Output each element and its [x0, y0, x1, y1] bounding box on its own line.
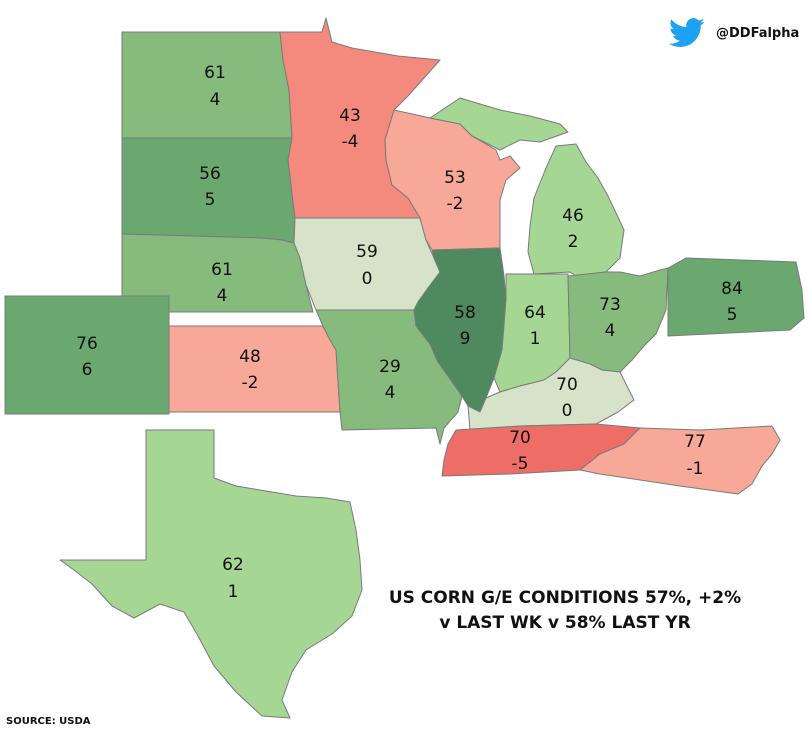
ia-change: 0 [362, 269, 373, 289]
mi-value: 46 [562, 206, 584, 226]
mo-value: 29 [379, 357, 401, 377]
state-ky: 70 0 [467, 357, 635, 431]
mo-change: 4 [385, 383, 396, 403]
ne-value: 61 [211, 260, 233, 280]
mn-value: 43 [339, 106, 361, 126]
state-sd: 56 5 [121, 137, 296, 244]
oh-value: 73 [599, 295, 621, 315]
ne-change: 4 [217, 286, 228, 306]
ks-change: -2 [242, 373, 259, 393]
state-mo: 29 4 [315, 309, 463, 445]
co-value: 76 [76, 334, 98, 354]
headline-line2: v LAST WK v 58% LAST YR [439, 613, 691, 633]
tn-value: 70 [509, 428, 531, 448]
co-change: 6 [82, 360, 93, 380]
ky-value: 70 [556, 375, 578, 395]
state-wi: 53 -2 [384, 109, 521, 251]
mi-change: 2 [568, 232, 579, 252]
source-label: SOURCE: USDA [6, 716, 91, 727]
wi-change: -2 [447, 194, 464, 214]
tx-change: 1 [228, 582, 239, 602]
nd-value: 61 [204, 63, 226, 83]
pa-value: 84 [721, 279, 743, 299]
headline-line1: US CORN G/E CONDITIONS 57%, +2% [388, 588, 742, 608]
ia-value: 59 [356, 242, 378, 262]
tx-value: 62 [222, 555, 244, 575]
state-tn: 70 -5 [441, 423, 641, 477]
state-ks: 48 -2 [168, 325, 341, 413]
state-nd: 61 4 [121, 31, 293, 139]
sd-change: 5 [205, 190, 216, 210]
sd-value: 56 [199, 164, 221, 184]
state-in: 64 1 [493, 273, 571, 393]
state-nc: 77 -1 [579, 425, 781, 495]
twitter-handle: @DDFalpha [716, 26, 800, 41]
nc-value: 77 [684, 432, 706, 452]
headline: US CORN G/E CONDITIONS 57%, +2% v LAST W… [350, 586, 780, 636]
state-ne: 61 4 [121, 233, 314, 313]
state-pa: 84 5 [667, 257, 805, 337]
nd-change: 4 [210, 90, 221, 110]
state-co: 76 6 [4, 295, 170, 415]
in-value: 64 [524, 303, 546, 323]
nc-change: -1 [687, 459, 704, 479]
state-ia: 59 0 [293, 217, 441, 311]
state-il: 58 9 [413, 247, 507, 413]
il-change: 9 [460, 329, 471, 349]
oh-change: 4 [605, 321, 616, 341]
in-change: 1 [530, 329, 541, 349]
state-mi: 46 2 [429, 97, 625, 277]
twitter-bird-icon [669, 18, 705, 47]
pa-change: 5 [727, 305, 738, 325]
tn-change: -5 [512, 454, 529, 474]
il-value: 58 [454, 303, 476, 323]
wi-value: 53 [444, 168, 466, 188]
state-tx: 62 1 [59, 429, 363, 719]
ks-value: 48 [239, 347, 261, 367]
mn-change: -4 [342, 132, 359, 152]
ky-change: 0 [562, 401, 573, 421]
state-oh: 73 4 [567, 267, 669, 373]
